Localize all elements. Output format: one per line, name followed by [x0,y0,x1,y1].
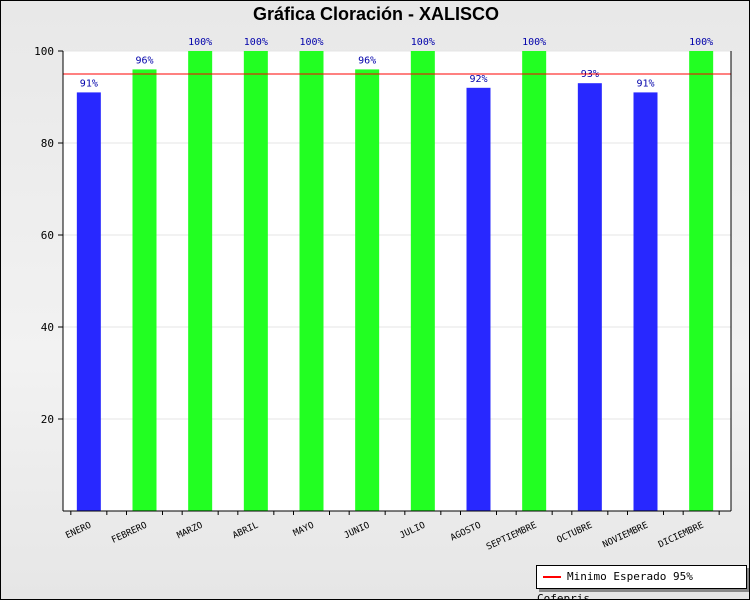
bar [689,51,714,511]
bar [76,92,101,512]
data-label: 100% [244,37,268,48]
bar [132,69,157,512]
x-tick-label: JUNIO [343,521,372,542]
x-tick-label: NOVIEMBRE [601,521,649,551]
y-tick-label: 20 [41,413,54,426]
x-tick-label: MARZO [176,521,205,542]
bar [466,87,491,512]
data-label: 91% [636,78,654,89]
legend-swatch-threshold [543,576,561,578]
plot-area [63,51,731,511]
data-label: 96% [358,55,376,66]
y-tick-label: 80 [41,137,54,150]
y-tick-label: 40 [41,321,54,334]
data-label: 100% [689,37,713,48]
bar [633,92,658,512]
bar [410,51,435,511]
x-tick-label: MAYO [292,521,316,539]
x-tick-label: JULIO [398,521,427,542]
y-tick-label: 60 [41,229,54,242]
data-label: 91% [80,78,98,89]
data-label: 92% [469,74,487,85]
legend-label: Minimo Esperado 95% Cofepris [537,570,693,600]
x-tick-label: FEBRERO [110,521,149,546]
legend: Minimo Esperado 95% Cofepris [536,565,747,599]
x-tick-label: ENERO [64,521,93,542]
chart-title: Gráfica Cloración - XALISCO [252,4,500,24]
bar [299,51,324,511]
x-tick-label: SEPTIEMBRE [485,521,538,553]
data-label: 96% [135,55,153,66]
data-label: 100% [188,37,212,48]
data-label: 93% [581,69,599,80]
x-tick-label: DICIEMBRE [657,521,705,551]
bar [188,51,213,511]
bar [577,83,602,511]
x-tick-label: AGOSTO [449,521,483,544]
bar [522,51,547,511]
bar [355,69,380,512]
bar [243,51,268,511]
data-label: 100% [522,37,546,48]
x-tick-label: OCTUBRE [555,521,594,546]
x-tick-label: ABRIL [231,521,260,542]
data-label: 100% [299,37,323,48]
y-tick-label: 100 [34,45,54,58]
data-label: 100% [411,37,435,48]
